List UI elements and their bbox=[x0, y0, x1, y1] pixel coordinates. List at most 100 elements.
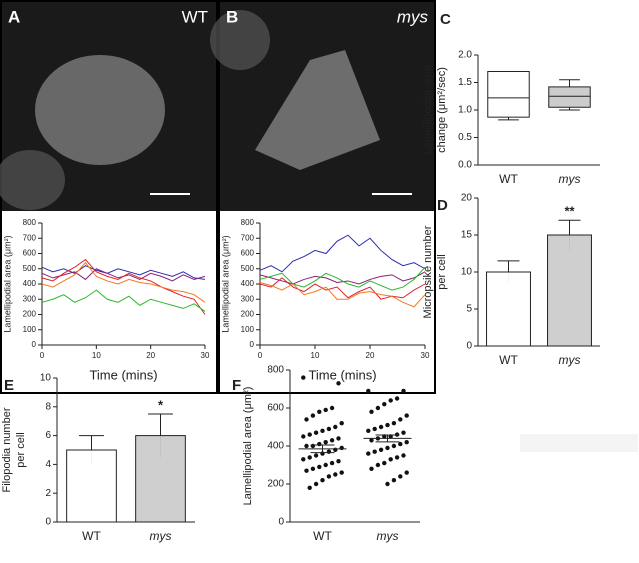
point bbox=[317, 409, 322, 414]
point bbox=[317, 464, 322, 470]
x-tick-label: 10 bbox=[311, 351, 320, 360]
x-axis-label: Time (mins) bbox=[308, 367, 376, 382]
background-patch bbox=[520, 434, 638, 452]
y-axis-label: Filopodia number bbox=[1, 407, 13, 492]
point bbox=[385, 445, 390, 451]
x-axis-label: Time (mins) bbox=[89, 367, 157, 382]
point bbox=[326, 474, 332, 479]
y-tick-label: 600 bbox=[23, 249, 37, 258]
point bbox=[398, 417, 403, 422]
point bbox=[382, 402, 387, 407]
x-tick-label: WT bbox=[499, 353, 518, 367]
y-axis-label: Lamellipodial area (μm²) bbox=[220, 235, 230, 332]
point bbox=[375, 405, 381, 411]
x-tick-label: WT bbox=[313, 529, 332, 543]
y-tick-label: 700 bbox=[241, 233, 255, 242]
point bbox=[398, 474, 403, 479]
point bbox=[372, 449, 377, 454]
point bbox=[378, 424, 384, 430]
x-tick-label: mys bbox=[559, 172, 581, 186]
panel-letter: B bbox=[226, 7, 238, 26]
box bbox=[548, 86, 591, 108]
x-tick-label: WT bbox=[82, 529, 101, 543]
data-line bbox=[259, 234, 426, 273]
point bbox=[401, 388, 406, 394]
point bbox=[326, 426, 332, 432]
point bbox=[401, 453, 406, 458]
x-tick-label: mys bbox=[559, 353, 581, 367]
point bbox=[313, 430, 319, 435]
x-tick-label: WT bbox=[499, 172, 518, 186]
point bbox=[385, 422, 390, 428]
y-tick-label: 200 bbox=[241, 310, 255, 319]
y-axis-label: change (μm²/sec) bbox=[436, 67, 448, 153]
point bbox=[339, 470, 344, 475]
data-line bbox=[41, 261, 206, 303]
y-tick-label: 300 bbox=[23, 294, 37, 303]
point bbox=[304, 468, 309, 473]
y-tick-label: 300 bbox=[241, 294, 255, 303]
point bbox=[404, 470, 409, 475]
cell bbox=[0, 150, 65, 210]
point bbox=[323, 462, 328, 468]
point bbox=[385, 481, 390, 487]
point bbox=[339, 421, 344, 426]
panel-letter: F bbox=[232, 377, 241, 394]
point bbox=[301, 375, 306, 380]
panel-letter: E bbox=[4, 377, 14, 394]
point bbox=[401, 430, 406, 435]
point bbox=[304, 417, 309, 422]
y-tick-label: 200 bbox=[267, 479, 284, 490]
point bbox=[307, 485, 312, 490]
y-tick-label: 800 bbox=[241, 218, 255, 227]
point bbox=[378, 447, 384, 452]
image-caption: WT bbox=[182, 7, 208, 26]
point bbox=[394, 396, 400, 401]
point bbox=[320, 428, 325, 433]
x-tick-label: 20 bbox=[146, 351, 155, 360]
point bbox=[307, 455, 312, 460]
y-axis-label: per cell bbox=[436, 254, 448, 289]
point bbox=[398, 441, 403, 447]
x-tick-label: 30 bbox=[201, 351, 210, 360]
point bbox=[366, 388, 371, 394]
cell bbox=[35, 55, 165, 165]
point bbox=[307, 432, 312, 437]
point bbox=[329, 405, 335, 411]
point bbox=[394, 455, 400, 460]
y-tick-label: 0 bbox=[32, 340, 37, 349]
data-line bbox=[41, 289, 206, 312]
y-tick-label: 5 bbox=[466, 304, 472, 315]
point bbox=[310, 413, 316, 418]
point bbox=[404, 440, 409, 445]
x-tick-label: 0 bbox=[258, 351, 263, 360]
point bbox=[366, 428, 371, 433]
point bbox=[336, 459, 341, 464]
y-tick-label: 400 bbox=[241, 279, 255, 288]
y-tick-label: 600 bbox=[241, 249, 255, 258]
point bbox=[404, 413, 409, 418]
point bbox=[375, 462, 381, 468]
data-line bbox=[259, 266, 426, 291]
point bbox=[323, 440, 328, 445]
significance: ** bbox=[564, 204, 575, 219]
y-tick-label: 700 bbox=[23, 233, 37, 242]
y-tick-label: 0 bbox=[466, 341, 472, 352]
y-tick-label: 2 bbox=[45, 488, 51, 499]
point bbox=[317, 441, 322, 447]
point bbox=[333, 424, 338, 430]
y-tick-label: 10 bbox=[40, 373, 52, 384]
point bbox=[391, 478, 397, 483]
x-tick-label: mys bbox=[377, 529, 399, 543]
y-tick-label: 8 bbox=[45, 401, 51, 412]
y-tick-label: 4 bbox=[45, 459, 51, 470]
cell bbox=[210, 10, 270, 70]
y-axis-label: Lamellipodial area bbox=[422, 64, 434, 154]
cell bbox=[255, 50, 380, 170]
point bbox=[329, 438, 335, 443]
point bbox=[313, 453, 319, 458]
image-caption: mys bbox=[397, 7, 429, 26]
y-axis-label: Lamellipodial area (μm²) bbox=[2, 235, 12, 332]
point bbox=[369, 438, 374, 443]
point bbox=[388, 457, 393, 462]
